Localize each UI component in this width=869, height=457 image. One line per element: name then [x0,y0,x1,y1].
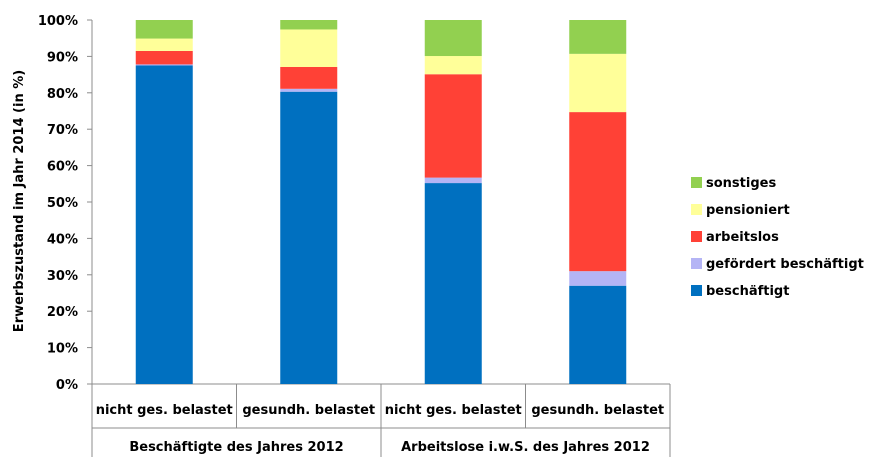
bar-segment-beschäftigt [135,65,193,384]
legend-swatch [691,231,702,242]
legend-swatch [691,204,702,215]
bar-segment-gefördert-beschäftigt [424,177,482,184]
category-label: nicht ges. belastet [385,403,522,418]
category-label: gesundh. belastet [531,403,664,418]
y-tick-label: 20% [47,305,78,320]
y-tick-label: 50% [47,196,78,211]
legend-swatch [691,285,702,296]
legend-label: arbeitslos [706,230,779,245]
legend: sonstiges pensioniert arbeitslos gefördert … [691,176,864,299]
y-tick-label: 40% [47,232,78,247]
bar-segment-sonstiges [135,20,193,39]
legend-label: beschäftigt [706,284,789,299]
y-tick-label: 10% [47,342,78,357]
category-label: gesundh. belastet [242,403,375,418]
bar-segment-pensioniert [569,53,627,113]
y-tick-label: 80% [47,87,78,102]
bar-segment-beschäftigt [424,183,482,384]
legend-label: gefördert beschäftigt [706,257,864,272]
bar-segment-gefördert-beschäftigt [280,88,338,92]
bar-segment-sonstiges [424,20,482,57]
bar-segment-pensioniert [424,56,482,75]
bar-segment-arbeitslos [424,74,482,178]
bar-segment-arbeitslos [569,112,627,272]
bar-segment-gefördert-beschäftigt [569,271,627,286]
group-label: Arbeitslose i.w.S. des Jahres 2012 [401,440,650,455]
y-tick-label: 30% [47,269,78,284]
bar-segment-sonstiges [280,20,338,30]
bar-segment-beschäftigt [280,91,338,384]
legend-label: pensioniert [706,203,790,218]
y-tick-label: 60% [47,160,78,175]
bar-segment-pensioniert [135,38,193,51]
legend-swatch [691,177,702,188]
legend-label: sonstiges [706,176,776,191]
bar-segment-sonstiges [569,20,627,54]
group-labels: Beschäftigte des Jahres 2012 Arbeitslose … [129,440,650,455]
group-label: Beschäftigte des Jahres 2012 [129,440,343,455]
bar-segment-beschäftigt [569,285,627,384]
bar-segment-arbeitslos [280,66,338,89]
y-tick-label: 100% [38,14,78,29]
category-label: nicht ges. belastet [96,403,233,418]
y-tick-label: 0% [56,378,78,393]
y-axis-tick-labels: 0% 10% 20% 30% 40% 50% 60% 70% 80% 90% 100% [38,14,92,393]
y-axis-label: Erwerbszustand im Jahr 2014 (in %) [12,70,27,332]
bars [135,20,627,384]
bar-segment-gefördert-beschäftigt [135,64,193,66]
y-tick-label: 70% [47,123,78,138]
legend-swatch [691,258,702,269]
bar-segment-arbeitslos [135,50,193,65]
category-labels: nicht ges. belastet gesundh. belastet nich… [96,403,664,418]
bar-segment-pensioniert [280,29,338,67]
y-tick-label: 90% [47,50,78,65]
